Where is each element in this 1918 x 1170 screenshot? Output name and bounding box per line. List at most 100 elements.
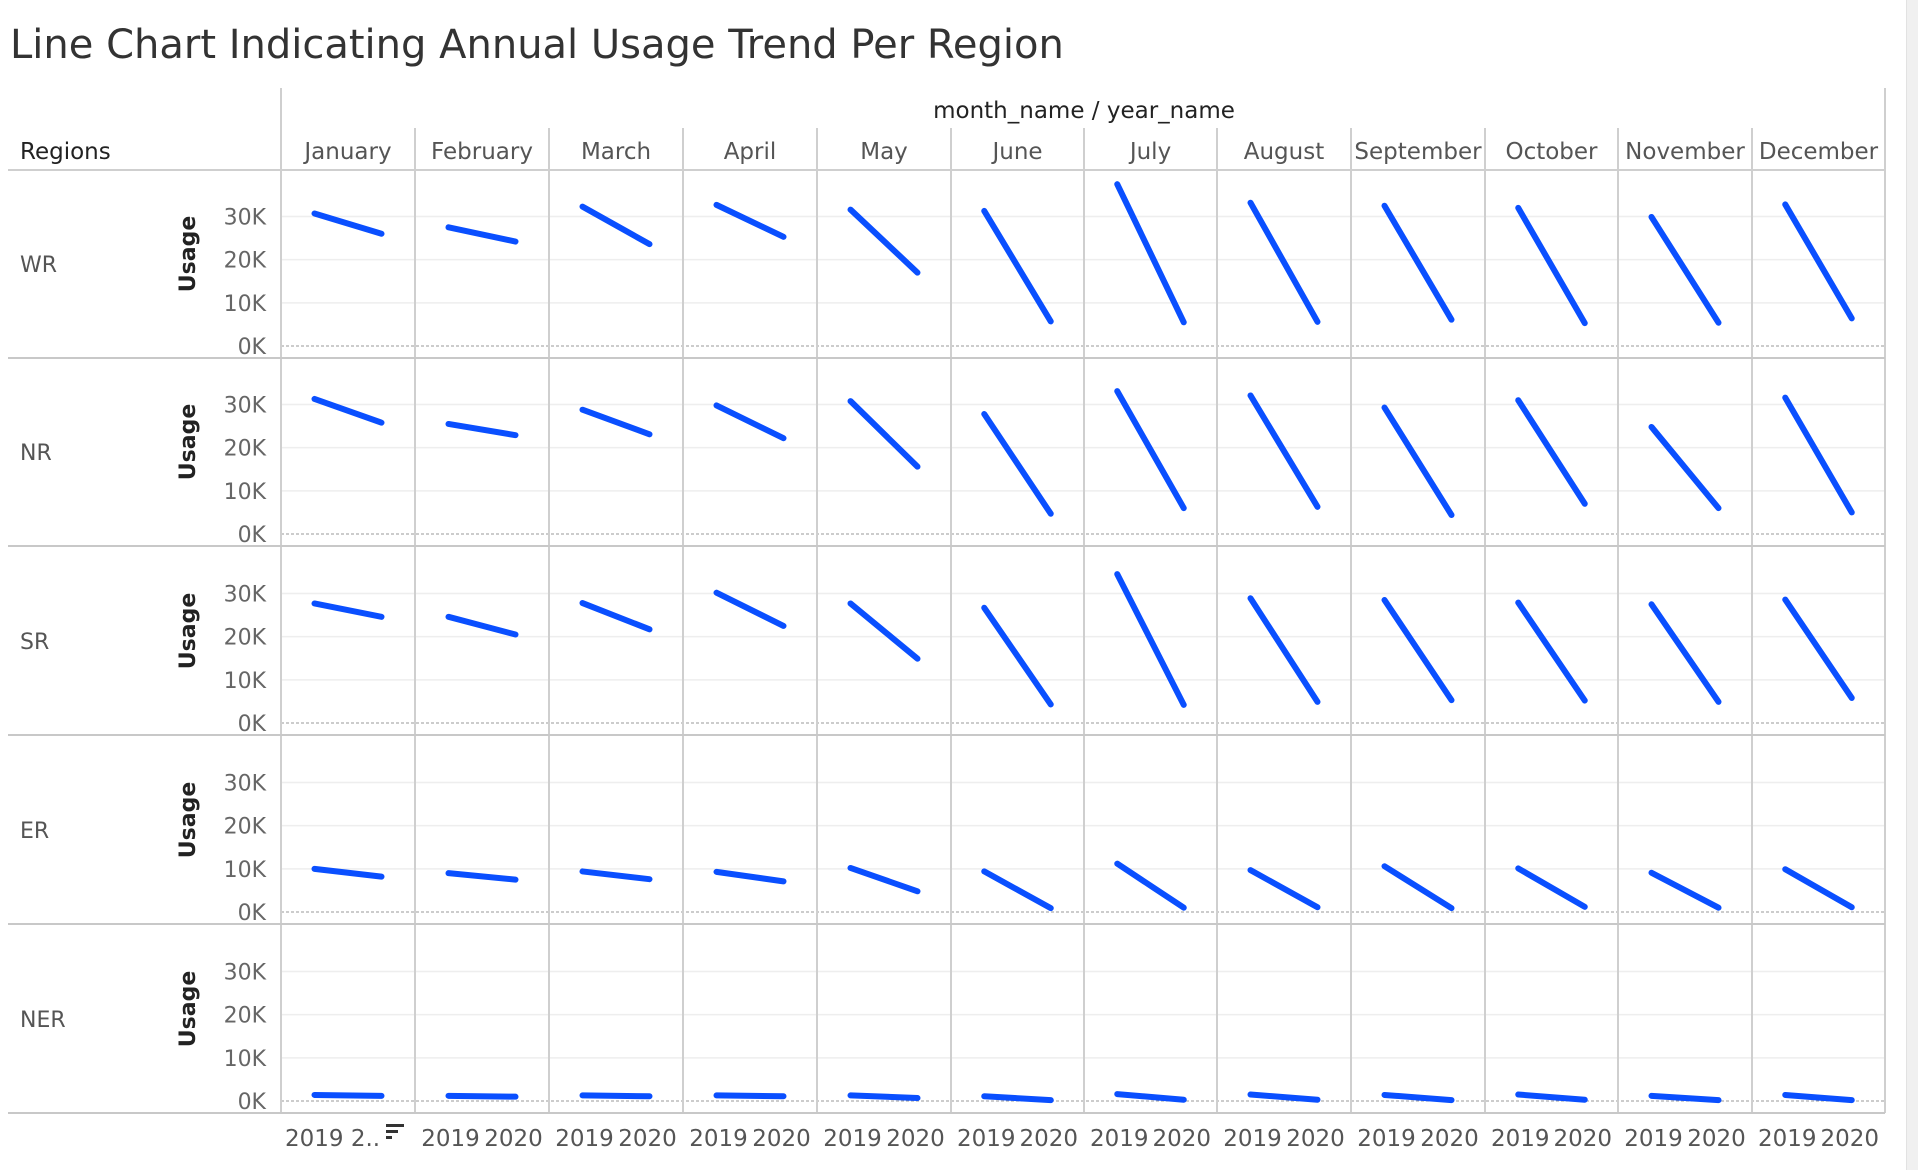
series-line-sr-march[interactable]: [579, 600, 653, 633]
series-line-nr-december[interactable]: [1782, 394, 1855, 516]
series-line-wr-november[interactable]: [1648, 213, 1722, 326]
series-line-ner-june[interactable]: [981, 1093, 1054, 1104]
series-line-ner-november[interactable]: [1648, 1092, 1722, 1104]
month-header: May: [860, 139, 908, 165]
y-axis-title: Usage: [176, 593, 201, 669]
series-line-wr-june[interactable]: [981, 207, 1054, 325]
series-line-ner-april[interactable]: [713, 1092, 787, 1100]
series-line-wr-february[interactable]: [445, 224, 519, 245]
series-line-er-september[interactable]: [1381, 863, 1455, 912]
series-line-sr-april[interactable]: [713, 589, 787, 629]
series-line-er-january[interactable]: [311, 865, 385, 880]
series-line-wr-may[interactable]: [847, 206, 921, 276]
month-header: November: [1625, 139, 1745, 165]
series-line-sr-july[interactable]: [1114, 571, 1187, 708]
month-header: January: [302, 139, 391, 165]
sort-icon-bar: [386, 1124, 404, 1127]
x-tick-label: 2020: [1553, 1126, 1612, 1152]
series-line-ner-december[interactable]: [1782, 1091, 1855, 1104]
series-line-er-november[interactable]: [1648, 869, 1722, 911]
x-tick-label: 2019: [1357, 1126, 1416, 1152]
series-line-wr-march[interactable]: [579, 203, 653, 248]
series-line-er-april[interactable]: [713, 868, 787, 885]
series-line-sr-may[interactable]: [847, 600, 921, 662]
y-axis-title: Usage: [176, 404, 201, 480]
series-line-wr-january[interactable]: [311, 210, 385, 237]
series-line-er-march[interactable]: [579, 868, 653, 883]
x-tick-label: 2019: [957, 1126, 1016, 1152]
series-line-ner-march[interactable]: [579, 1092, 653, 1100]
series-line-nr-june[interactable]: [981, 411, 1054, 517]
series-line-ner-february[interactable]: [445, 1092, 519, 1100]
series-line-sr-august[interactable]: [1247, 595, 1321, 705]
series-line-nr-april[interactable]: [713, 402, 787, 442]
y-tick-label: 30K: [224, 394, 267, 419]
series-line-sr-november[interactable]: [1648, 601, 1722, 705]
x-tick-label: 2019: [1491, 1126, 1550, 1152]
chart-title: Line Chart Indicating Annual Usage Trend…: [10, 22, 1064, 68]
series-line-ner-september[interactable]: [1381, 1091, 1455, 1104]
month-header: April: [724, 139, 777, 165]
series-line-nr-july[interactable]: [1114, 388, 1187, 512]
series-line-wr-april[interactable]: [713, 201, 787, 240]
y-tick-label: 0K: [238, 901, 267, 926]
y-tick-label: 10K: [224, 480, 267, 505]
month-header: December: [1759, 139, 1879, 165]
series-line-nr-january[interactable]: [311, 395, 385, 426]
x-tick-label: 2020: [1820, 1126, 1879, 1152]
x-tick-label: 2019: [421, 1126, 480, 1152]
series-line-er-august[interactable]: [1247, 867, 1321, 911]
y-tick-label: 20K: [224, 626, 267, 651]
series-line-ner-may[interactable]: [847, 1092, 921, 1101]
series-line-er-july[interactable]: [1114, 860, 1187, 911]
series-line-sr-december[interactable]: [1782, 596, 1855, 701]
series-line-ner-october[interactable]: [1515, 1091, 1588, 1103]
series-line-ner-august[interactable]: [1247, 1091, 1321, 1103]
series-lines: [311, 181, 1855, 1104]
y-tick-label: 10K: [224, 1047, 267, 1072]
axis-titles: Usage Usage Usage Usage Usage: [176, 216, 201, 1047]
series-line-sr-october[interactable]: [1515, 599, 1588, 704]
chart-frame: [8, 88, 1886, 1114]
y-tick-label: 10K: [224, 858, 267, 883]
series-line-wr-july[interactable]: [1114, 181, 1187, 326]
y-tick-label: 10K: [224, 292, 267, 317]
x-tick-label: 2020: [1152, 1126, 1211, 1152]
y-axis-title: Usage: [176, 216, 201, 292]
series-line-er-june[interactable]: [981, 868, 1054, 912]
series-line-wr-october[interactable]: [1515, 204, 1588, 327]
series-line-er-october[interactable]: [1515, 865, 1588, 910]
series-line-nr-may[interactable]: [847, 398, 921, 470]
series-line-wr-december[interactable]: [1782, 201, 1855, 322]
month-header: July: [1128, 139, 1171, 165]
series-line-wr-september[interactable]: [1381, 202, 1455, 323]
series-line-er-may[interactable]: [847, 864, 921, 895]
region-label: NR: [20, 441, 52, 466]
series-line-er-december[interactable]: [1782, 866, 1855, 911]
y-tick-label: 0K: [238, 712, 267, 737]
series-line-nr-august[interactable]: [1247, 392, 1321, 510]
x-tick-label: 2020: [1286, 1126, 1345, 1152]
x-tick-label: 2019: [823, 1126, 882, 1152]
column-header: month_name / year_name: [933, 98, 1235, 124]
series-line-nr-october[interactable]: [1515, 397, 1588, 507]
series-line-sr-february[interactable]: [445, 613, 519, 638]
series-line-ner-january[interactable]: [311, 1091, 385, 1099]
series-line-sr-september[interactable]: [1381, 597, 1455, 704]
y-tick-label: 30K: [224, 583, 267, 608]
series-line-sr-january[interactable]: [311, 600, 385, 620]
x-tick-label: 2019: [1090, 1126, 1149, 1152]
series-line-nr-february[interactable]: [445, 420, 519, 439]
series-line-nr-november[interactable]: [1648, 423, 1722, 512]
series-line-wr-august[interactable]: [1247, 199, 1321, 325]
series-line-sr-june[interactable]: [981, 604, 1054, 708]
series-line-er-february[interactable]: [445, 870, 519, 883]
series-line-nr-september[interactable]: [1381, 404, 1455, 519]
sort-icon[interactable]: [386, 1124, 404, 1139]
vertical-scrollbar[interactable]: [1906, 0, 1918, 1170]
series-line-nr-march[interactable]: [579, 406, 653, 438]
month-header: February: [431, 139, 533, 165]
x-tick-label: 2019: [1223, 1126, 1282, 1152]
x-tick-label: 2020: [752, 1126, 811, 1152]
series-line-ner-july[interactable]: [1114, 1091, 1187, 1103]
